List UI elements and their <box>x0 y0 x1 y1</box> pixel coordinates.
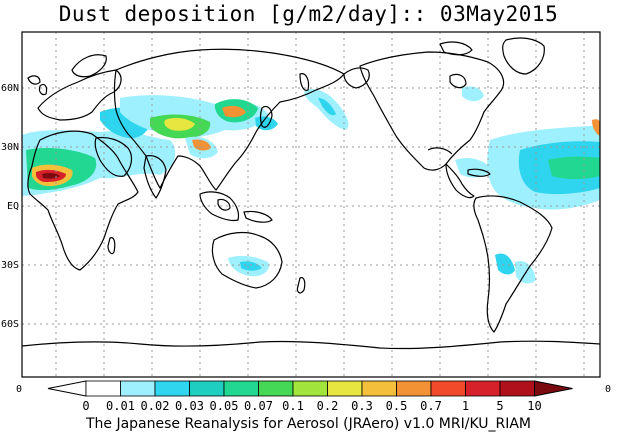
lat-label: EQ <box>7 201 19 212</box>
coast-arabia <box>94 136 133 177</box>
colorbar-tick-label: 0.1 <box>282 399 304 413</box>
colorbar-tick-label: 10 <box>527 399 541 413</box>
coast-south-america <box>473 195 553 333</box>
coast-alaska <box>343 67 370 89</box>
colorbar-tick-label: 0.01 <box>106 399 135 413</box>
colorbar-tick-label: 5 <box>496 399 503 413</box>
corner-label-right: 0 <box>605 384 611 395</box>
coast-borneo <box>217 198 231 211</box>
colorbar-tick-label: 0.03 <box>175 399 204 413</box>
graticule <box>22 32 600 377</box>
colorbar-segment <box>327 380 363 397</box>
colorbar-tick-label: 0.3 <box>351 399 373 413</box>
colorbar-segment <box>292 380 328 397</box>
map-title: Dust deposition [g/m2/day]:: 03May2015 <box>58 2 559 26</box>
colorbar-tick-label: 1 <box>462 399 469 413</box>
colorbar-segment <box>258 380 294 397</box>
colorbar-arrow-left <box>47 380 87 397</box>
dust-field <box>22 86 600 284</box>
colorbar-segment <box>430 380 466 397</box>
dust-gobi-high <box>222 105 246 118</box>
dust-atlantic-core <box>548 156 600 179</box>
footer-credit: The Japanese Reanalysis for Aerosol (JRA… <box>85 416 532 432</box>
colorbar-segment <box>223 380 259 397</box>
coast-australia <box>211 231 283 289</box>
lat-label: 30N <box>1 142 19 153</box>
colorbar-tick-label: 0.5 <box>386 399 408 413</box>
colorbar-tick-label: 0 <box>82 399 89 413</box>
coast-africa <box>27 130 139 271</box>
coast-arctic-islands <box>439 41 473 56</box>
coast-asia <box>113 48 345 191</box>
coast-central-america <box>445 163 475 199</box>
coast-britain <box>38 83 48 96</box>
dust-taklamakan-high <box>164 117 195 131</box>
coast-iceland <box>27 75 41 85</box>
colorbar-arrow-right <box>534 380 573 397</box>
map-frame <box>21 31 601 378</box>
corner-label-left: 0 <box>16 384 22 395</box>
coast-north-america <box>359 51 505 171</box>
colorbar-tick-label: 0.05 <box>210 399 239 413</box>
coast-kamchatka <box>299 73 310 91</box>
colorbar-segment <box>465 380 501 397</box>
dust-north-america <box>462 86 484 102</box>
coast-madagascar <box>107 237 116 255</box>
dust-south-america <box>495 253 515 275</box>
coast-sea-asia <box>199 191 240 222</box>
coastlines <box>22 37 600 350</box>
coast-gulf <box>427 147 453 155</box>
latitude-labels: 60N 30N EQ 30S 60S <box>1 83 19 330</box>
colorbar-tick-label: 0.07 <box>244 399 273 413</box>
coast-japan <box>259 105 273 128</box>
lat-label: 30S <box>1 260 19 271</box>
coast-hudson <box>449 73 467 89</box>
colorbar-segment <box>499 380 535 397</box>
lat-label: 60S <box>1 319 19 330</box>
dust-australia-core <box>240 261 262 271</box>
coast-scandinavia <box>71 54 107 78</box>
dust-atlantic-east <box>592 119 600 136</box>
colorbar-tick-label: 0.2 <box>317 399 339 413</box>
colorbar-tick-label: 0.7 <box>420 399 442 413</box>
colorbar-segment <box>85 380 121 397</box>
coast-new-zealand <box>296 277 306 294</box>
coast-india <box>143 155 167 199</box>
coast-greenland <box>502 37 545 75</box>
colorbar-segment <box>189 380 225 397</box>
colorbar-tick-label: 0.02 <box>141 399 170 413</box>
dust-pacific-core <box>318 98 336 116</box>
dust-caribbean <box>455 158 492 178</box>
colorbar-segment <box>396 380 432 397</box>
colorbar-segment <box>154 380 190 397</box>
colorbar: 0 0.01 0.02 0.03 0.05 0.07 0.1 0.2 0.3 0.5 0.7 1 5 10 <box>47 380 573 413</box>
lat-label: 60N <box>1 83 19 94</box>
coast-new-guinea <box>243 210 273 223</box>
dust-china-mid <box>192 139 211 151</box>
colorbar-segment <box>120 380 156 397</box>
coast-antarctica <box>22 340 600 350</box>
colorbar-segment <box>361 380 397 397</box>
coast-cuba <box>467 168 491 177</box>
